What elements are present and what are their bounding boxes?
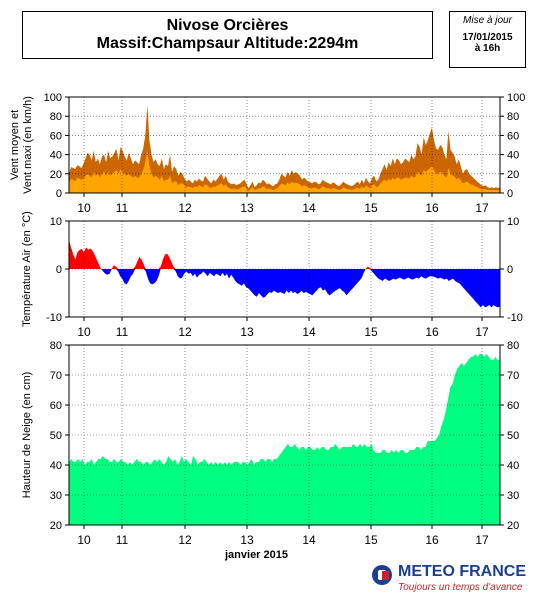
xtick-label-2-7: 17 [475, 325, 489, 339]
ylabel-line2: Vent maxi (en km/h) [22, 96, 34, 194]
ytick-label-right-3-6: 80 [507, 340, 519, 352]
xtick-label-3-4: 14 [302, 533, 316, 547]
xtick-label-1-2: 12 [178, 201, 192, 215]
ytick-label-left-2-0: -10 [46, 312, 62, 324]
station-subtitle: Massif:Champsaur Altitude:2294m [96, 35, 359, 52]
xtick-label-3-3: 13 [240, 533, 254, 547]
xtick-label-2-0: 10 [77, 325, 91, 339]
xtick-label-3-2: 12 [178, 533, 192, 547]
logo-name: METEO FRANCE [398, 563, 526, 580]
ytick-label-right-3-0: 20 [507, 520, 519, 532]
ytick-label-left-3-6: 80 [50, 340, 62, 352]
series-temperature-negative [69, 269, 500, 308]
ytick-label-right-3-5: 70 [507, 370, 519, 382]
update-label: Mise à jour [463, 15, 512, 26]
series-hauteur-de-neige [69, 354, 500, 525]
ytick-label-right-2-1: 0 [507, 264, 513, 276]
update-time: à 16h [474, 43, 501, 54]
xtick-label-2-6: 16 [425, 325, 439, 339]
ytick-label-right-3-3: 50 [507, 430, 519, 442]
ylabel-line1: Vent moyen et [9, 110, 21, 180]
series-vent-maxi [69, 104, 500, 193]
xtick-label-3-7: 17 [475, 533, 489, 547]
ytick-label-right-3-1: 30 [507, 490, 519, 502]
ytick-label-left-2-1: 0 [56, 264, 62, 276]
ytick-label-right-3-4: 60 [507, 400, 519, 412]
xtick-label-1-3: 13 [240, 201, 254, 215]
xtick-label-3-0: 10 [77, 533, 91, 547]
xtick-label-3-6: 16 [425, 533, 439, 547]
ylabel-3: Hauteur de Neige (en cm) [21, 372, 33, 499]
ytick-label-right-1-2: 40 [507, 150, 519, 162]
update-date: 17/01/2015 [462, 32, 513, 43]
ytick-label-left-1-3: 60 [50, 130, 62, 142]
xtick-label-1-1: 11 [116, 201, 129, 215]
ylabel-1: Vent moyen et Vent maxi (en km/h) [9, 96, 34, 194]
update-box: Mise à jour 17/01/2015 à 16h [449, 11, 526, 68]
ytick-label-left-1-2: 40 [50, 150, 62, 162]
title-box: Nivose Orcières Massif:Champsaur Altitud… [22, 11, 433, 59]
ytick-label-right-3-2: 40 [507, 460, 519, 472]
xtick-label-1-5: 15 [364, 201, 378, 215]
xtick-label-1-7: 17 [475, 201, 489, 215]
ytick-label-right-1-1: 20 [507, 169, 519, 181]
plot-frame-1 [68, 96, 501, 194]
ytick-label-left-2-2: 10 [50, 216, 62, 228]
ytick-label-left-1-0: 0 [56, 188, 62, 200]
ytick-label-left-3-3: 50 [50, 430, 62, 442]
xtick-label-2-1: 11 [116, 325, 129, 339]
xlabel: janvier 2015 [224, 549, 288, 561]
meteo-france-logo: METEO FRANCE Toujours un temps d'avance [372, 563, 532, 595]
ytick-label-right-2-2: 10 [507, 216, 519, 228]
xtick-label-3-1: 11 [116, 533, 129, 547]
xtick-label-1-4: 14 [302, 201, 316, 215]
xtick-label-2-3: 13 [240, 325, 254, 339]
ytick-label-left-3-1: 30 [50, 490, 62, 502]
ylabel-text-3: Hauteur de Neige (en cm) [21, 372, 33, 499]
ytick-label-left-3-0: 20 [50, 520, 62, 532]
ytick-label-left-1-1: 20 [50, 169, 62, 181]
ytick-label-right-1-3: 60 [507, 130, 519, 142]
ylabel-text-2: Température Air (en °C) [21, 211, 33, 327]
xtick-label-1-6: 16 [425, 201, 439, 215]
ytick-label-right-1-0: 0 [507, 188, 513, 200]
ytick-label-left-1-5: 100 [44, 92, 62, 104]
ytick-label-left-3-5: 70 [50, 370, 62, 382]
xtick-label-1-0: 10 [77, 201, 91, 215]
xtick-label-2-4: 14 [302, 325, 316, 339]
ylabel-2: Température Air (en °C) [21, 211, 33, 327]
ytick-label-right-2-0: -10 [507, 312, 523, 324]
xtick-label-3-5: 15 [364, 533, 378, 547]
xtick-label-2-2: 12 [178, 325, 192, 339]
meteo-france-logo-accent [382, 571, 389, 580]
ytick-label-right-1-5: 100 [507, 92, 525, 104]
series-vent-moyen [69, 150, 500, 193]
station-title: Nivose Orcières [166, 17, 289, 34]
ytick-label-left-1-4: 80 [50, 111, 62, 123]
ytick-label-left-3-2: 40 [50, 460, 62, 472]
ytick-label-left-3-4: 60 [50, 400, 62, 412]
xtick-label-2-5: 15 [364, 325, 378, 339]
logo-tagline: Toujours un temps d'avance [398, 582, 523, 593]
ytick-label-right-1-4: 80 [507, 111, 519, 123]
